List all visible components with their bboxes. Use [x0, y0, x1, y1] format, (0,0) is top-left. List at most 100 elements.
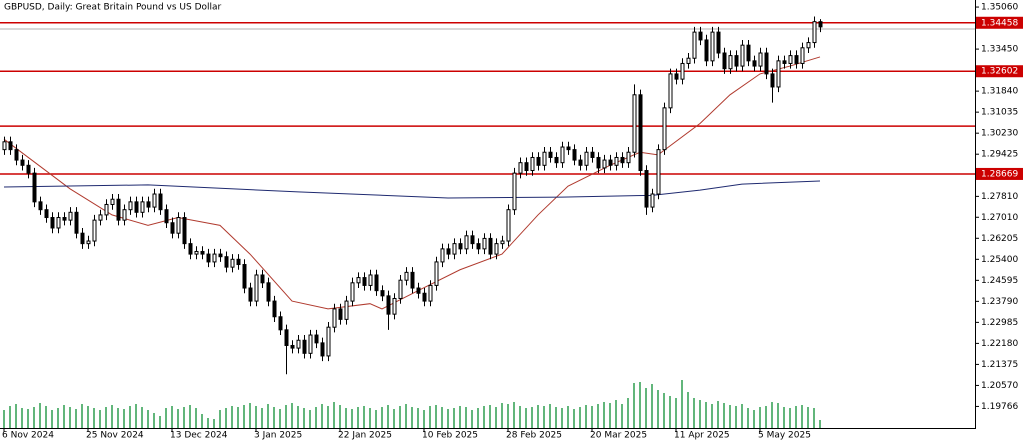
candle-body	[194, 250, 199, 255]
candle-body	[758, 52, 763, 67]
candle-body	[668, 73, 673, 109]
y-tick-label: 1.24595	[981, 276, 1018, 286]
x-tick-label: 25 Nov 2024	[86, 431, 144, 441]
chart-title: GBPUSD, Daily: Great Britain Pound vs US…	[4, 3, 222, 13]
candle-body	[626, 151, 631, 164]
x-tick-label: 10 Feb 2025	[422, 431, 478, 441]
candle-body	[776, 60, 781, 88]
candle-body	[50, 217, 55, 229]
level-label: 1.28669	[981, 169, 1018, 179]
candle-body	[638, 94, 643, 172]
candle-body	[20, 159, 25, 166]
candle-body	[290, 344, 295, 349]
candle-body	[296, 339, 301, 349]
candle-body	[158, 193, 163, 211]
candle-body	[182, 217, 187, 245]
y-tick-label: 1.27810	[981, 192, 1018, 202]
candle-body	[494, 243, 499, 255]
y-tick-label: 1.20570	[981, 381, 1018, 391]
y-tick-label: 1.33450	[981, 45, 1018, 55]
candle-body	[560, 146, 565, 164]
candle-body	[596, 156, 601, 169]
level-label: 1.32602	[981, 67, 1018, 77]
candle-body	[56, 217, 61, 229]
candle-body	[392, 297, 397, 315]
candle-body	[362, 277, 367, 286]
candle-body	[200, 250, 205, 255]
candle-body	[788, 55, 793, 64]
candle-body	[350, 282, 355, 302]
candle-body	[692, 31, 697, 59]
candle-body	[506, 209, 511, 242]
candle-body	[206, 253, 211, 263]
candle-body	[440, 248, 445, 263]
candle-body	[338, 308, 343, 320]
candle-body	[524, 162, 529, 172]
x-tick-label: 13 Dec 2024	[170, 431, 228, 441]
y-tick-label: 1.22180	[981, 339, 1018, 349]
candle-body	[614, 156, 619, 166]
y-tick-label: 1.27010	[981, 213, 1018, 223]
candle-body	[140, 201, 145, 213]
x-tick-label: 20 Mar 2025	[590, 431, 647, 441]
candle-body	[254, 274, 259, 302]
candle-body	[812, 21, 817, 44]
candle-body	[344, 300, 349, 320]
candle-body	[752, 60, 757, 67]
candle-body	[266, 282, 271, 302]
candle-body	[308, 334, 313, 354]
candle-body	[764, 52, 769, 75]
candle-body	[590, 151, 595, 158]
candle-body	[740, 44, 745, 67]
candle-body	[548, 151, 553, 158]
candle-body	[374, 274, 379, 292]
candle-body	[62, 217, 67, 221]
level-label-box	[976, 65, 1023, 78]
y-tick-label: 1.22985	[981, 318, 1018, 328]
candle-body	[260, 274, 265, 284]
y-tick-label: 1.31035	[981, 108, 1018, 118]
candle-body	[716, 31, 721, 54]
candle-body	[164, 209, 169, 224]
candle-body	[236, 258, 241, 266]
candle-body	[320, 342, 325, 357]
candle-body	[794, 55, 799, 64]
candle-body	[518, 162, 523, 174]
candle-body	[680, 62, 685, 80]
candle-body	[26, 164, 31, 174]
candle-body	[218, 253, 223, 258]
candle-body	[632, 94, 637, 153]
candle-body	[554, 156, 559, 164]
candle-body	[488, 237, 493, 255]
candle-body	[122, 209, 127, 221]
candle-body	[734, 55, 739, 67]
y-tick-label: 1.21375	[981, 360, 1018, 370]
candle-body	[128, 201, 133, 211]
candle-body	[14, 149, 19, 161]
candle-body	[74, 211, 79, 234]
candle-body	[686, 57, 691, 64]
x-tick-label: 22 Jan 2025	[338, 431, 392, 441]
candle-body	[458, 243, 463, 250]
candle-body	[428, 284, 433, 302]
candle-body	[146, 201, 151, 208]
candle-body	[470, 235, 475, 245]
candle-body	[602, 159, 607, 169]
candle-body	[746, 44, 751, 62]
candle-body	[8, 141, 13, 151]
candle-body	[176, 217, 181, 234]
candle-body	[398, 279, 403, 299]
candle-body	[332, 308, 337, 328]
candle-body	[644, 170, 649, 208]
candle-body	[314, 334, 319, 344]
candle-body	[404, 271, 409, 281]
candle-body	[170, 222, 175, 234]
x-tick-label: 3 Jan 2025	[254, 431, 302, 441]
candle-body	[722, 52, 727, 70]
candle-body	[566, 146, 571, 151]
candle-body	[818, 21, 823, 28]
x-tick-label: 6 Nov 2024	[2, 431, 54, 441]
candle-body	[98, 214, 103, 221]
